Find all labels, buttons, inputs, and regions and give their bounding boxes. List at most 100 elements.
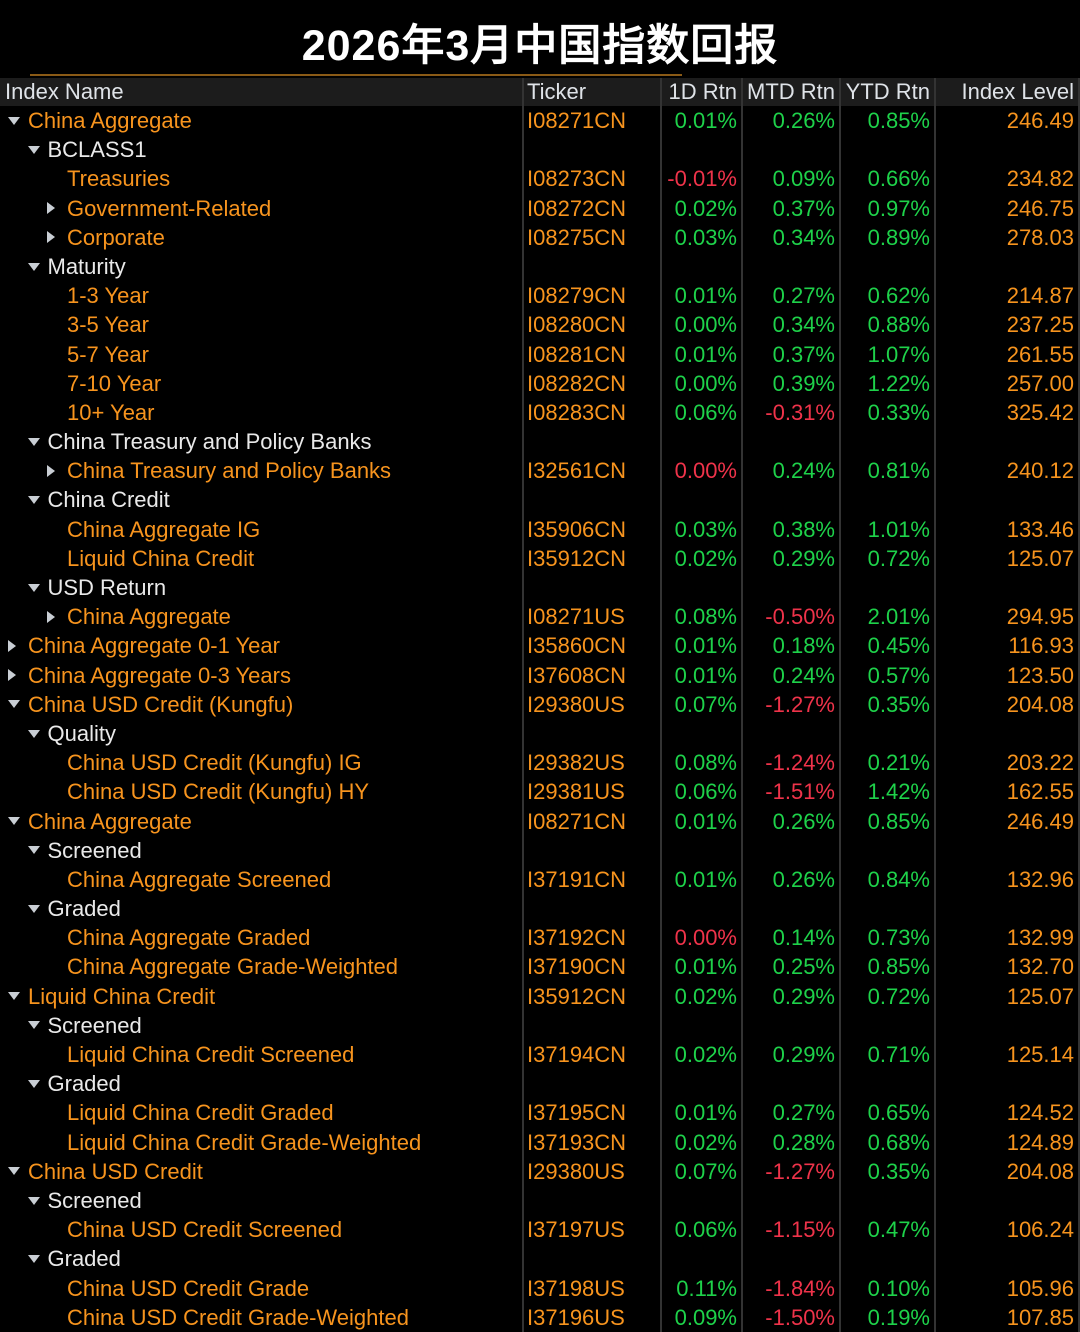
collapse-arrow-icon[interactable] <box>8 817 28 826</box>
table-row[interactable]: Liquid China Credit Screened I37194CN 0.02… <box>0 1040 1080 1070</box>
expand-arrow-icon[interactable] <box>8 669 28 682</box>
collapse-arrow-icon[interactable] <box>8 1167 28 1176</box>
table-row[interactable]: Liquid China Credit Graded I37195CN 0.01% 0… <box>0 1098 1080 1128</box>
table-row[interactable]: China USD Credit (Kungfu) I29380US 0.07% -1… <box>0 689 1080 719</box>
table-row[interactable]: China Aggregate Grade-Weighted I37190CN 0.… <box>0 952 1080 982</box>
table-row[interactable]: China Treasury and Policy Banks <box>0 427 1080 457</box>
collapse-arrow-icon[interactable] <box>8 116 28 125</box>
table-row[interactable]: Corporate I08275CN 0.03% 0.34% 0.89% 278.03 <box>0 222 1080 252</box>
ticker-cell: I37197US <box>524 1215 662 1245</box>
header-1d-rtn[interactable]: 1D Rtn <box>662 78 743 106</box>
ytd-return-cell: 1.42% <box>841 777 936 807</box>
table-row[interactable]: China USD Credit Screened I37197US 0.06% -1… <box>0 1215 1080 1245</box>
1d-return-cell: 0.02% <box>662 543 743 573</box>
table-row[interactable]: China Treasury and Policy Banks I32561CN 0… <box>0 456 1080 486</box>
mtd-return-cell <box>743 573 841 603</box>
table-row[interactable]: 5-7 Year I08281CN 0.01% 0.37% 1.07% 261.55 <box>0 339 1080 369</box>
index-name-cell: China Treasury and Policy Banks <box>0 427 524 457</box>
mtd-return-cell: 0.29% <box>743 981 841 1011</box>
ytd-return-cell: 0.85% <box>841 952 936 982</box>
table-row[interactable]: 10+ Year I08283CN 0.06% -0.31% 0.33% 325.42 <box>0 397 1080 428</box>
table-row[interactable]: China Aggregate Graded I37192CN 0.00% 0.14%… <box>0 923 1080 953</box>
collapse-arrow-icon[interactable] <box>27 1079 48 1088</box>
table-row[interactable]: BCLASS1 <box>0 135 1080 165</box>
ytd-return-cell: 0.35% <box>841 1156 936 1186</box>
table-row[interactable]: China Credit <box>0 485 1080 515</box>
collapse-arrow-icon[interactable] <box>27 1021 48 1030</box>
collapse-arrow-icon[interactable] <box>27 1254 48 1263</box>
header-mtd-rtn[interactable]: MTD Rtn <box>743 78 841 106</box>
index-name-label: China Aggregate <box>28 808 192 834</box>
collapse-arrow-icon[interactable] <box>27 145 48 154</box>
index-level-cell: 214.87 <box>936 281 1080 311</box>
collapse-arrow-icon[interactable] <box>27 262 48 271</box>
ticker-cell: I37198US <box>524 1273 662 1303</box>
triangle-glyph <box>8 669 16 682</box>
table-row[interactable]: Liquid China Credit I35912CN 0.02% 0.29% 0.7… <box>0 543 1080 573</box>
1d-return-cell: 0.08% <box>662 602 743 632</box>
triangle-glyph <box>27 1254 40 1263</box>
table-row[interactable]: USD Return <box>0 573 1080 603</box>
expand-arrow-icon[interactable] <box>47 202 67 215</box>
table-row[interactable]: China USD Credit (Kungfu) HY I29381US 0.06… <box>0 777 1080 807</box>
index-name-label: Graded <box>47 1246 121 1272</box>
table-row[interactable]: China USD Credit (Kungfu) IG I29382US 0.08… <box>0 748 1080 778</box>
table-row[interactable]: 3-5 Year I08280CN 0.00% 0.34% 0.88% 237.25 <box>0 310 1080 340</box>
table-row[interactable]: China Aggregate 0-1 Year I35860CN 0.01% 0.1… <box>0 631 1080 661</box>
1d-return-cell: 0.02% <box>662 981 743 1011</box>
accent-divider <box>30 74 682 76</box>
ticker-cell: I29380US <box>524 689 662 719</box>
page-title: 2026年3月中国指数回报 <box>301 22 779 70</box>
1d-return-cell <box>662 135 743 165</box>
table-row[interactable]: China Aggregate I08271US 0.08% -0.50% 2.01% 2… <box>0 602 1080 632</box>
table-row[interactable]: China Aggregate 0-3 Years I37608CN 0.01% 0.… <box>0 660 1080 690</box>
header-ytd-rtn[interactable]: YTD Rtn <box>841 78 936 106</box>
collapse-arrow-icon[interactable] <box>8 700 28 709</box>
collapse-arrow-icon[interactable] <box>27 496 48 505</box>
table-row[interactable]: 1-3 Year I08279CN 0.01% 0.27% 0.62% 214.87 <box>0 281 1080 311</box>
index-level-cell: 132.70 <box>936 952 1080 982</box>
collapse-arrow-icon[interactable] <box>27 583 48 592</box>
collapse-arrow-icon[interactable] <box>27 729 48 738</box>
table-row[interactable]: China USD Credit I29380US 0.07% -1.27% 0.35%… <box>0 1156 1080 1186</box>
table-row[interactable]: Graded <box>0 1069 1080 1099</box>
expand-arrow-icon[interactable] <box>47 231 67 244</box>
1d-return-cell: 0.02% <box>662 1040 743 1070</box>
table-row[interactable]: 7-10 Year I08282CN 0.00% 0.39% 1.22% 257.00 <box>0 368 1080 398</box>
header-index-name[interactable]: Index Name <box>0 78 524 106</box>
mtd-return-cell: 0.34% <box>743 222 841 252</box>
collapse-arrow-icon[interactable] <box>27 904 48 913</box>
table-row[interactable]: Screened <box>0 1185 1080 1216</box>
expand-arrow-icon[interactable] <box>47 610 67 623</box>
collapse-arrow-icon[interactable] <box>27 1196 48 1205</box>
header-ticker[interactable]: Ticker <box>524 78 662 106</box>
index-level-cell: 325.42 <box>936 397 1080 428</box>
table-row[interactable]: Liquid China Credit I35912CN 0.02% 0.29% 0.7… <box>0 981 1080 1011</box>
table-row[interactable]: Screened <box>0 1010 1080 1040</box>
table-row[interactable]: China USD Credit Grade-Weighted I37196US 0… <box>0 1302 1080 1332</box>
header-index-level[interactable]: Index Level <box>936 78 1080 106</box>
ticker-cell <box>524 718 662 749</box>
collapse-arrow-icon[interactable] <box>27 846 48 855</box>
table-row[interactable]: China Aggregate IG I35906CN 0.03% 0.38% 1.01… <box>0 514 1080 544</box>
index-name-cell: Screened <box>0 1010 524 1040</box>
table-row[interactable]: Graded <box>0 1244 1080 1274</box>
collapse-arrow-icon[interactable] <box>27 437 48 446</box>
ytd-return-cell: 1.01% <box>841 514 936 544</box>
expand-arrow-icon[interactable] <box>47 464 67 477</box>
table-row[interactable]: Maturity <box>0 251 1080 282</box>
table-row[interactable]: Liquid China Credit Grade-Weighted I37193… <box>0 1127 1080 1157</box>
table-row[interactable]: Screened <box>0 835 1080 865</box>
table-row[interactable]: Quality <box>0 718 1080 749</box>
table-row[interactable]: Treasuries I08273CN -0.01% 0.09% 0.66% 234.82 <box>0 164 1080 194</box>
collapse-arrow-icon[interactable] <box>8 992 28 1001</box>
table-row[interactable]: Government-Related I08272CN 0.02% 0.37% 0.97… <box>0 193 1080 223</box>
index-level-cell: 203.22 <box>936 748 1080 778</box>
expand-arrow-icon[interactable] <box>8 639 28 652</box>
1d-return-cell: 0.00% <box>662 310 743 340</box>
table-row[interactable]: China Aggregate Screened I37191CN 0.01% 0.2… <box>0 864 1080 895</box>
table-row[interactable]: Graded <box>0 894 1080 924</box>
table-row[interactable]: China Aggregate I08271CN 0.01% 0.26% 0.85% 24… <box>0 106 1080 136</box>
table-row[interactable]: China Aggregate I08271CN 0.01% 0.26% 0.85% 24… <box>0 806 1080 836</box>
table-row[interactable]: China USD Credit Grade I37198US 0.11% -1.84… <box>0 1273 1080 1303</box>
